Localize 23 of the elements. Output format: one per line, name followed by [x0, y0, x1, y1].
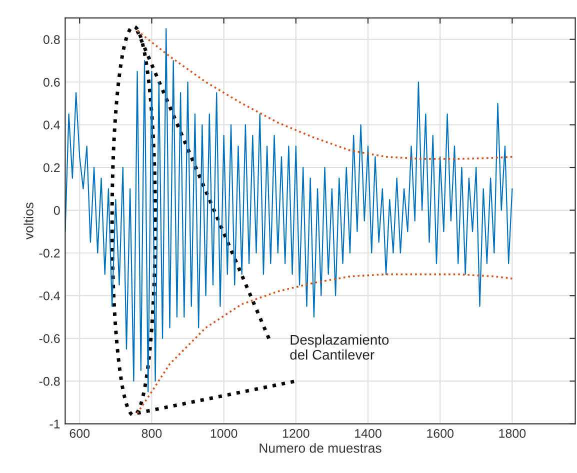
x-tick-label: 1600	[427, 429, 454, 438]
line-series	[136, 273, 514, 414]
y-axis-title: voltios	[24, 202, 34, 240]
line-series	[136, 30, 514, 160]
x-tick-label: 1400	[355, 429, 382, 438]
y-tick-label: -0.2	[39, 248, 60, 258]
x-tick-label: 600	[70, 429, 90, 438]
x-axis-title: Numero de muestras	[260, 443, 382, 453]
y-tick-label: 0.6	[43, 78, 60, 87]
annotation: Desplazamiento del Cantilever	[290, 334, 389, 360]
y-tick-label: 0	[54, 206, 60, 215]
y-tick-label: -0.4	[39, 291, 60, 300]
x-tick-label: 1800	[499, 429, 526, 438]
y-tick-label: 0.2	[43, 163, 60, 172]
y-tick-label: -1	[50, 420, 60, 428]
y-tick-label: 0.8	[43, 35, 60, 44]
line-series	[65, 28, 513, 392]
y-tick-label: -0.6	[39, 334, 60, 344]
y-tick-label: -0.8	[39, 376, 60, 386]
x-tick-label: 1000	[210, 429, 238, 438]
x-tick-label: 800	[142, 429, 162, 438]
x-tick-label: 1200	[282, 429, 310, 438]
y-tick-label: 0.4	[43, 120, 60, 130]
